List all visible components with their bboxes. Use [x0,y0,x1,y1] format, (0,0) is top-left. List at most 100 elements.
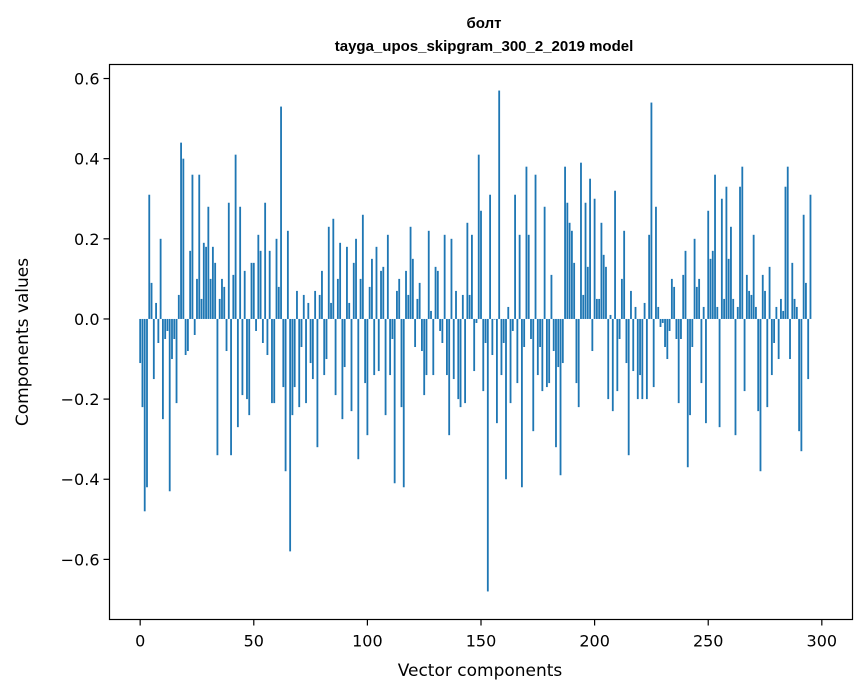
bar [196,278,198,319]
bar [548,318,551,384]
bar [716,306,719,319]
bar [741,166,744,319]
bar [707,210,710,319]
bar [680,318,682,339]
chart-title: болт [467,15,502,32]
bar [711,250,714,319]
bar [139,318,142,364]
bar [636,318,639,400]
bar [657,306,660,319]
bar [520,318,523,488]
bar [702,306,705,319]
bar [271,318,273,404]
bar [230,318,232,456]
bar [464,318,467,404]
bar [398,278,401,319]
bar [409,226,412,319]
bar [441,318,444,343]
bar [364,318,367,384]
bar [291,318,294,416]
bar [634,306,637,319]
bar [216,318,219,456]
bar [727,258,730,319]
bar [248,318,251,416]
bar [664,318,666,348]
x-axis-label: Vector components [398,661,563,681]
bar [645,318,648,400]
y-tick-label: 0.2 [74,230,99,249]
bar [232,274,235,319]
bar [259,250,262,319]
bar [593,198,596,319]
bar [568,222,571,319]
bar [805,282,807,319]
bar [164,318,167,339]
bar [148,194,151,319]
bar [675,318,678,339]
bar [218,298,221,319]
bar [175,318,178,404]
bar [723,298,726,319]
bar [430,310,432,319]
bar [655,206,657,319]
bar [564,166,566,319]
y-tick-label: 0.4 [74,150,99,169]
bar [155,302,157,319]
bar [691,318,694,348]
bar [570,230,573,319]
bar [302,294,305,319]
bar [489,194,491,319]
bar [425,318,428,376]
bar [493,318,496,320]
bar [693,238,696,319]
bar [250,262,253,319]
bar [584,202,587,319]
bar [557,318,560,368]
bar [748,290,751,319]
bar [764,290,766,319]
bar [684,250,687,319]
bar [641,318,644,400]
bar [396,290,398,319]
bar [171,318,173,360]
bar [186,318,189,352]
bar [639,318,641,376]
bar [146,318,148,488]
bar [443,234,446,319]
bar [705,318,707,424]
bar [241,318,244,396]
bar [332,218,335,319]
x-tick-label: 250 [693,632,724,651]
bar [736,306,739,319]
bar [718,318,721,428]
bar [561,318,564,364]
bar [795,306,798,319]
bar [545,318,548,388]
bar [582,294,585,319]
bar [627,318,630,456]
bar [214,262,217,319]
bar [341,318,344,420]
bar [768,266,771,319]
bar [152,318,155,380]
x-tick-label: 150 [466,632,497,651]
bar [448,318,451,436]
bar [252,262,255,319]
bar [532,318,535,432]
bar [539,318,541,348]
bar [698,278,701,319]
bar [523,318,526,348]
bar [793,298,796,319]
bar [200,298,203,319]
bar [666,318,669,360]
bar [586,266,589,319]
bar [389,318,392,376]
bar [682,274,685,319]
x-axis: 0 50 100 150 200 250 300 [135,619,837,651]
bar [243,270,246,319]
bar [786,166,789,319]
bar [623,230,626,319]
bar [455,290,457,319]
bar [391,318,394,339]
y-axis-label: Components values [13,258,33,426]
